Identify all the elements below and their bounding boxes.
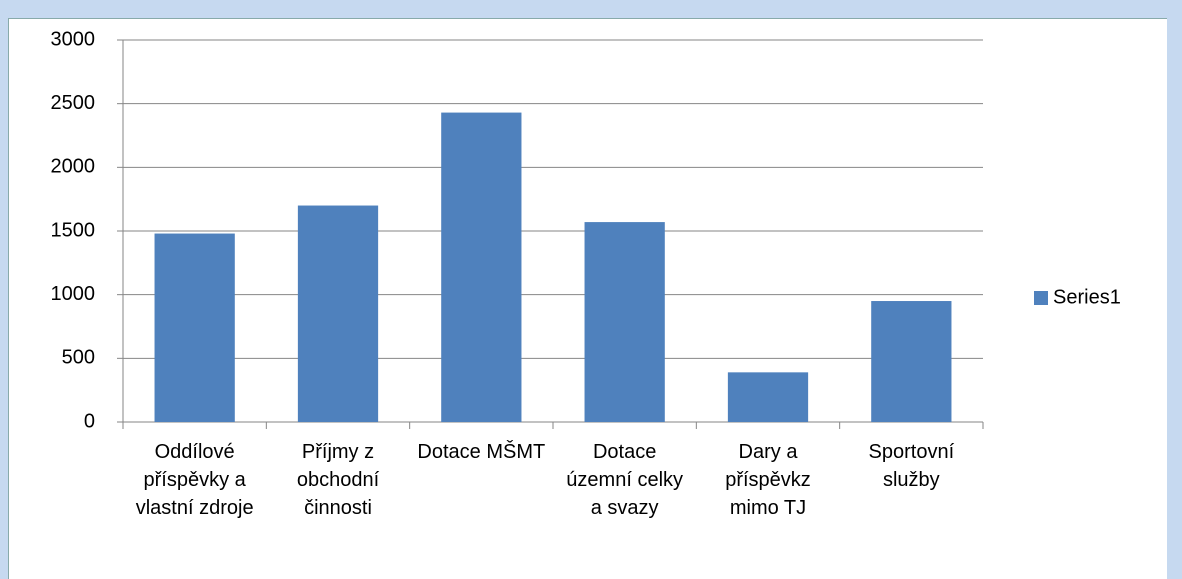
y-tick-label: 2500 bbox=[51, 92, 96, 114]
y-tick-label: 2000 bbox=[51, 156, 96, 178]
y-tick-label: 1000 bbox=[51, 283, 96, 305]
x-tick-label: Oddílové příspěvky a vlastní zdroje bbox=[135, 441, 254, 519]
x-tick-label: Příjmy z obchodní činnosti bbox=[296, 441, 380, 519]
legend-label: Series1 bbox=[1053, 286, 1121, 308]
legend-swatch bbox=[1034, 291, 1048, 305]
x-tick-label: Dotace MŠMT bbox=[417, 441, 546, 463]
bar bbox=[154, 233, 235, 422]
y-tick-label: 1500 bbox=[51, 219, 96, 241]
y-tick-label: 500 bbox=[62, 347, 95, 369]
bar bbox=[441, 112, 522, 422]
bar bbox=[584, 222, 665, 422]
bar bbox=[727, 372, 809, 422]
y-tick-label: 0 bbox=[84, 410, 95, 432]
x-tick-label: Dary a příspěvkz mimo TJ bbox=[725, 441, 811, 519]
bar bbox=[297, 205, 379, 422]
y-tick-label: 3000 bbox=[51, 28, 96, 50]
x-tick-label: Sportovní služby bbox=[868, 441, 955, 491]
x-tick-label: Dotace územní celky a svazy bbox=[566, 441, 684, 519]
bar bbox=[871, 301, 952, 422]
